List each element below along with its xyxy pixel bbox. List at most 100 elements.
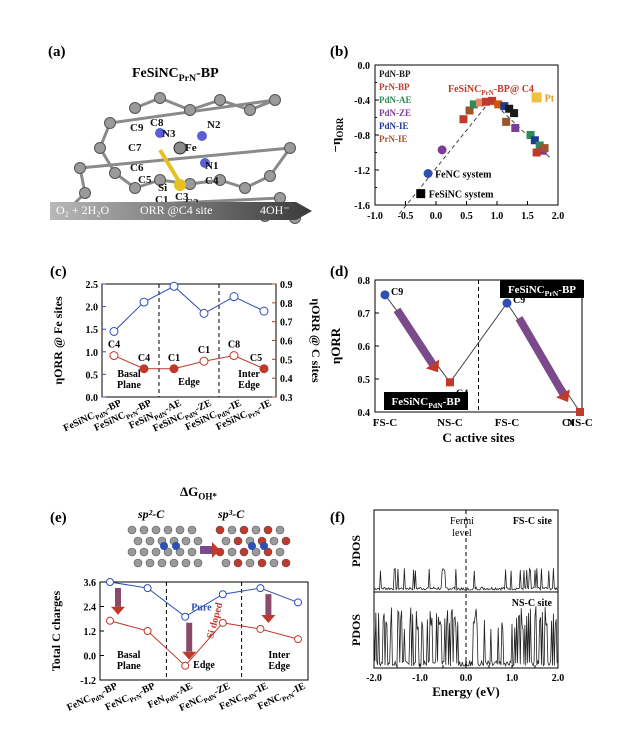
n-atom	[155, 128, 165, 138]
data-point	[181, 612, 190, 621]
panel-e-heading: ΔGOH*	[180, 484, 217, 502]
data-point	[469, 100, 478, 109]
bottom-site-label: NS-C site	[512, 598, 553, 609]
data-point	[106, 578, 114, 586]
y-tick-label: 0.7	[358, 309, 371, 320]
data-point	[526, 131, 535, 139]
lattice-atom	[175, 525, 185, 535]
data-point	[475, 98, 484, 107]
lattice-atom	[175, 547, 185, 557]
lattice-atom	[281, 536, 291, 546]
region-label: Basal	[117, 650, 141, 661]
y-tick-label: 0.0	[358, 61, 371, 72]
y-tick-label: -1.2	[354, 166, 370, 177]
lattice-atom	[193, 558, 203, 568]
series-line	[113, 355, 265, 370]
y-axis-label-bottom: PDOS	[349, 614, 363, 646]
best-catalyst-label: FeSiNCPrN-BP@ C4	[448, 84, 534, 97]
lattice-atom	[257, 558, 267, 568]
site-label: C4	[138, 353, 150, 364]
atom-label: N1	[205, 160, 218, 172]
lattice-atom	[163, 547, 173, 557]
data-point	[576, 408, 584, 416]
lattice-atom	[215, 525, 225, 535]
carbon-atom	[74, 162, 86, 174]
structure-box-label: FeSiNCPdN-BP	[392, 396, 461, 410]
point-label: C9	[391, 287, 403, 298]
trend-arrow	[515, 316, 570, 402]
x-tick-label: 1.5	[521, 211, 534, 222]
y-tick-label: -1.2	[80, 676, 96, 687]
lattice-atom	[239, 525, 249, 535]
carbon-atom	[184, 104, 196, 116]
x-tick-label: 0.0	[460, 673, 473, 684]
molecule-structure: C9C8N3N2FeC7N1C6C5SiC1C4C3C2	[64, 92, 301, 224]
data-point	[532, 148, 541, 157]
series-line	[109, 581, 299, 618]
x-tick-label: NS-C	[437, 417, 463, 429]
fesinc-label: FeSiNC system	[429, 190, 494, 201]
y-tick-label: 0.8	[358, 276, 371, 287]
sp2-label: sp²-C	[137, 507, 165, 521]
data-point	[502, 298, 512, 308]
x-tick-label: NS-C	[567, 417, 593, 429]
panel-a: (a) FeSiNCPrN-BP C9 C8 N3 N2 Fe C7 N1 C6 C5 Si C1 C…	[40, 40, 320, 260]
x-tick-label: -0.5	[398, 211, 414, 222]
lattice-atom	[233, 536, 243, 546]
structure-box-label: FeSiNCPrN-BP	[508, 284, 576, 298]
data-point	[465, 106, 474, 115]
right-tick-label: 0.6	[280, 337, 293, 348]
data-point	[218, 618, 227, 627]
fenc-point	[437, 145, 447, 155]
atom-label: Si	[158, 182, 167, 194]
panel-b: (b) -1.0 -0.5 0.0 0.5 1.0 1.5 2.0 0.0 -0.4 -0.8 -1…	[320, 40, 620, 260]
charge-arrow-head	[111, 606, 125, 615]
right-axis-label: ηORR @ C sites	[309, 298, 320, 383]
panel-d: (d) 0.40.50.60.70.8C9FS-CC4NS-CC9FS-CC4N…	[320, 262, 620, 462]
lattice-atom	[181, 558, 191, 568]
carbon-atom	[269, 94, 281, 106]
data-point	[109, 351, 119, 361]
lattice-atom	[233, 558, 243, 568]
si-atom	[174, 179, 186, 191]
carbon-atom	[154, 92, 166, 104]
data-point	[502, 117, 511, 126]
panel-c-label: (c)	[50, 264, 67, 280]
data-point	[380, 290, 390, 300]
x-axis-label: C active sites	[442, 430, 514, 445]
right-tick-label: 0.8	[280, 299, 293, 310]
region-label: Edge	[178, 377, 200, 388]
atom-label: C3	[175, 191, 189, 203]
fe-atom	[173, 141, 187, 155]
panel-f-label: (f)	[330, 510, 345, 526]
lattice-atom	[263, 525, 273, 535]
data-point	[106, 616, 114, 625]
atom-label: N2	[207, 119, 221, 131]
x-tick-label: 1.0	[506, 673, 519, 684]
data-point	[143, 584, 152, 593]
lattice-atom	[127, 525, 137, 535]
data-point	[511, 124, 520, 132]
lattice-atom	[245, 558, 255, 568]
data-point	[259, 364, 269, 374]
atom-label: C4	[205, 175, 219, 187]
lattice-atom	[163, 525, 173, 535]
data-point	[530, 136, 539, 145]
carbon-atom	[104, 117, 116, 129]
y-tick-label: 0.6	[358, 342, 371, 353]
data-point	[494, 100, 503, 109]
carbon-atom	[94, 142, 106, 154]
y-tick-label: -0.4	[354, 96, 370, 107]
pt-point	[531, 92, 542, 103]
y-axis-label: ηORR	[328, 327, 343, 364]
series-line	[113, 285, 265, 332]
legend-entry: PdN-BP	[379, 69, 411, 79]
atom-label: N3	[162, 128, 176, 140]
x-axis-label: Energy (eV)	[432, 684, 500, 699]
point-label: C9	[513, 295, 525, 306]
x-tick-label: 2.0	[552, 211, 565, 222]
fenc-label: FeNC system	[435, 170, 492, 181]
pdos-curve-ns	[373, 606, 559, 667]
data-point	[256, 584, 265, 593]
data-point	[488, 96, 497, 105]
